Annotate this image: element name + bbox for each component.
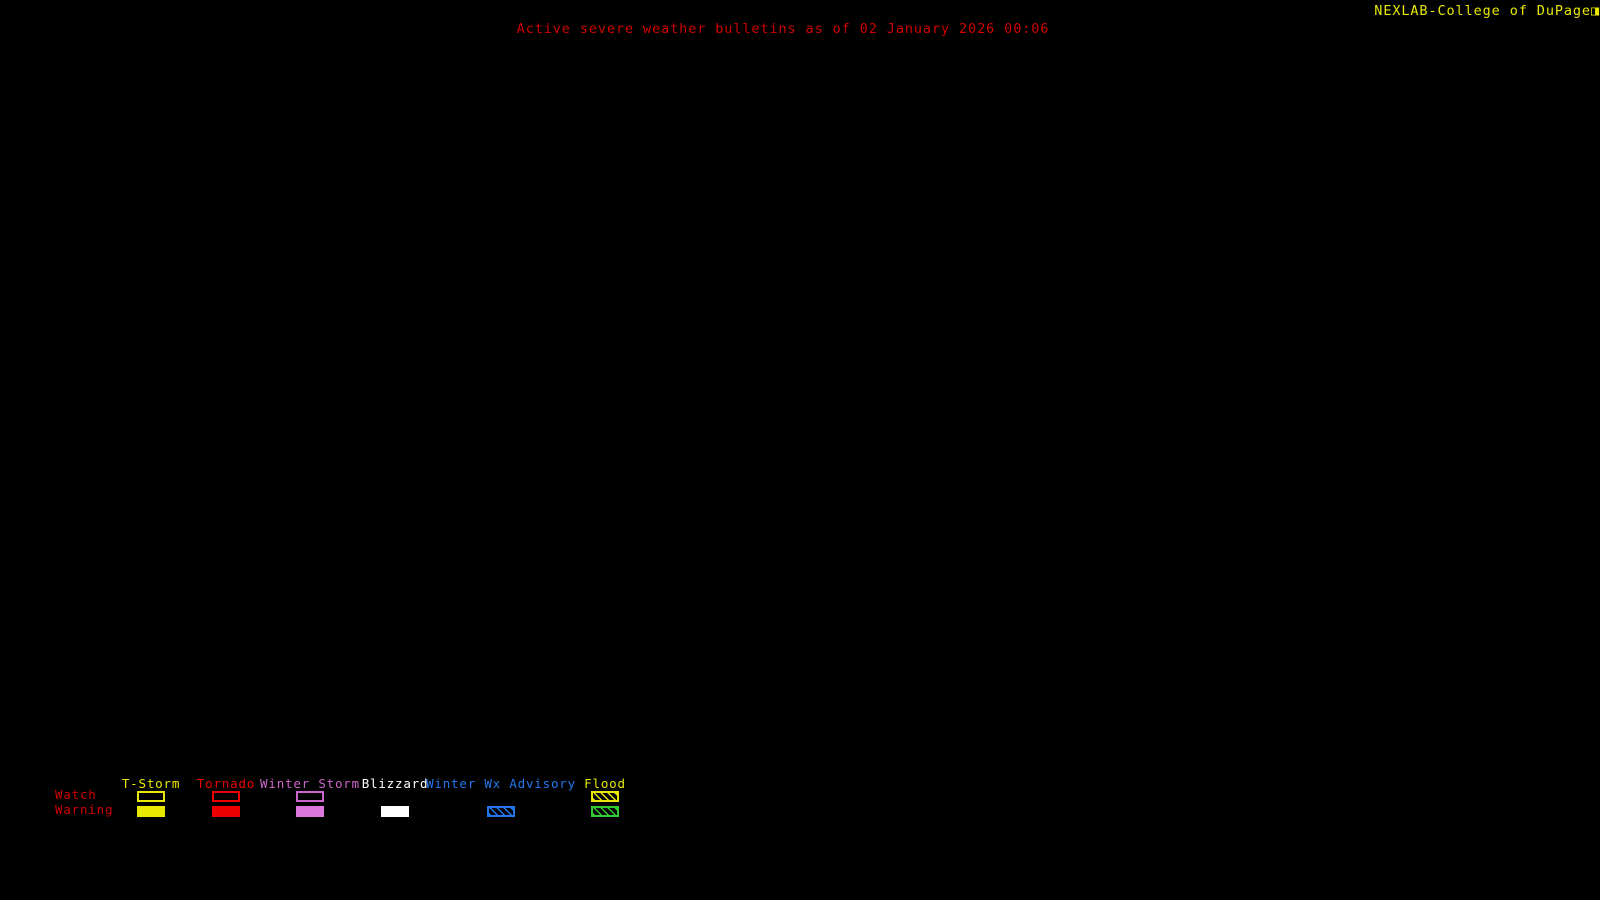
- legend-label-winter-storm: Winter Storm: [260, 776, 360, 791]
- legend-row-label-watch: Watch: [55, 787, 97, 802]
- weather-map-canvas[interactable]: [0, 44, 1600, 769]
- legend-swatch-winter-storm-warning: [296, 806, 324, 817]
- legend-swatch-t-storm-watch: [137, 791, 165, 802]
- brand-clipped-glyph-icon: ◨: [1590, 3, 1600, 19]
- legend-label-blizzard: Blizzard: [361, 776, 429, 791]
- legend-swatch-t-storm-warning: [137, 806, 165, 817]
- legend-row-label-warning: Warning: [55, 802, 114, 817]
- legend-swatch-flood-warning: [591, 806, 619, 817]
- legend-column-t-storm[interactable]: T-Storm: [111, 775, 191, 825]
- legend-column-flood[interactable]: Flood: [572, 775, 638, 825]
- legend-swatch-tornado-warning: [212, 806, 240, 817]
- legend-swatch-winter-storm-watch: [296, 791, 324, 802]
- legend-column-winter-wx-advisory[interactable]: Winter Wx Advisory: [420, 775, 582, 825]
- legend-column-winter-storm[interactable]: Winter Storm: [260, 775, 360, 825]
- brand-text: NEXLAB-College of DuPage: [1374, 3, 1591, 19]
- legend: Watch Warning T-Storm Tornado Winter Sto…: [0, 775, 1600, 825]
- legend-swatch-blizzard-warning: [381, 806, 409, 817]
- legend-swatch-winter-wx-advisory-warning: [487, 806, 515, 817]
- brand-label: NEXLAB-College of DuPage◨: [1374, 3, 1600, 19]
- legend-label-flood: Flood: [584, 776, 626, 791]
- legend-label-tornado: Tornado: [196, 776, 256, 791]
- legend-label-t-storm: T-Storm: [121, 776, 181, 791]
- legend-label-winter-wx-advisory: Winter Wx Advisory: [426, 776, 576, 791]
- legend-swatch-tornado-watch: [212, 791, 240, 802]
- legend-swatch-flood-watch: [591, 791, 619, 802]
- legend-column-blizzard[interactable]: Blizzard: [355, 775, 435, 825]
- legend-column-tornado[interactable]: Tornado: [186, 775, 266, 825]
- page-title: Active severe weather bulletins as of 02…: [516, 21, 1050, 37]
